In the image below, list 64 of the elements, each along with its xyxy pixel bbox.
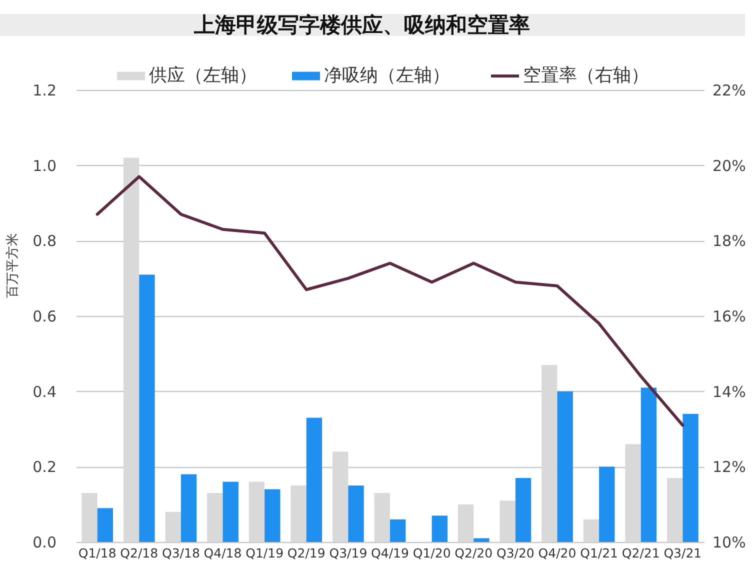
bar [82,493,98,542]
legend-label: 空置率（右轴） [523,65,649,86]
y-tick-label: 0.0 [32,534,56,552]
bar [207,493,223,542]
bar [290,486,306,542]
bar [515,478,532,542]
bar [348,486,364,542]
bar [625,444,641,542]
y2-tick-label: 10% [712,534,746,552]
x-tick-label: Q4/20 [538,546,576,560]
y2-tick-label: 16% [712,308,746,326]
bar [500,500,516,542]
bar [640,388,657,542]
bar [332,452,348,542]
y-axis-title: 百万平方米 [4,233,20,298]
x-tick-label: Q2/20 [454,546,493,560]
x-tick-label: Q4/18 [204,546,242,560]
bar [123,158,140,542]
bar [390,519,406,542]
legend-label: 供应（左轴） [149,65,257,86]
bar [474,538,490,542]
y-tick-label: 0.4 [32,382,56,401]
y2-tick-label: 12% [712,458,746,476]
x-tick-label: Q2/19 [287,546,326,560]
bar [165,512,181,542]
line-series [96,175,684,427]
x-tick-label: Q3/21 [664,546,702,560]
bar [583,519,600,542]
y2-tick-label: 22% [712,82,746,100]
bar [557,391,573,542]
y2-tick-label: 20% [712,156,746,175]
x-tick-label: Q3/18 [162,546,200,560]
x-tick-label: Q2/18 [120,546,158,560]
y-tick-label: 1.2 [32,82,56,100]
bar [139,274,155,542]
legend-label: 净吸纳（左轴） [324,65,450,86]
y2-tick-label: 18% [712,232,746,250]
bar [682,414,698,542]
bar [432,516,448,542]
x-tick-label: Q1/18 [78,546,116,560]
x-tick-label: Q3/20 [496,546,534,560]
bar [458,504,474,542]
y-tick-label: 0.8 [32,232,56,250]
bar [306,418,322,542]
x-tick-label: Q2/21 [622,546,660,560]
x-tick-label: Q3/19 [329,546,368,560]
bar [374,493,390,542]
bar [599,466,615,542]
bar [180,474,197,542]
y-tick-label: 1.0 [32,156,56,175]
y-tick-label: 0.2 [32,458,56,476]
y-tick-label: 0.6 [32,308,56,326]
bar [222,482,238,542]
x-tick-label: Q4/19 [371,546,409,560]
bar [666,478,683,542]
chart-title: 上海甲级写字楼供应、吸纳和空置率 [193,13,530,37]
bar [97,508,114,542]
bar [542,364,558,542]
bar [264,489,280,542]
x-tick-label: Q1/19 [246,546,284,560]
x-tick-label: Q1/20 [412,546,451,560]
x-tick-label: Q1/21 [580,546,618,560]
bar [248,482,265,542]
y2-tick-label: 14% [712,382,746,401]
